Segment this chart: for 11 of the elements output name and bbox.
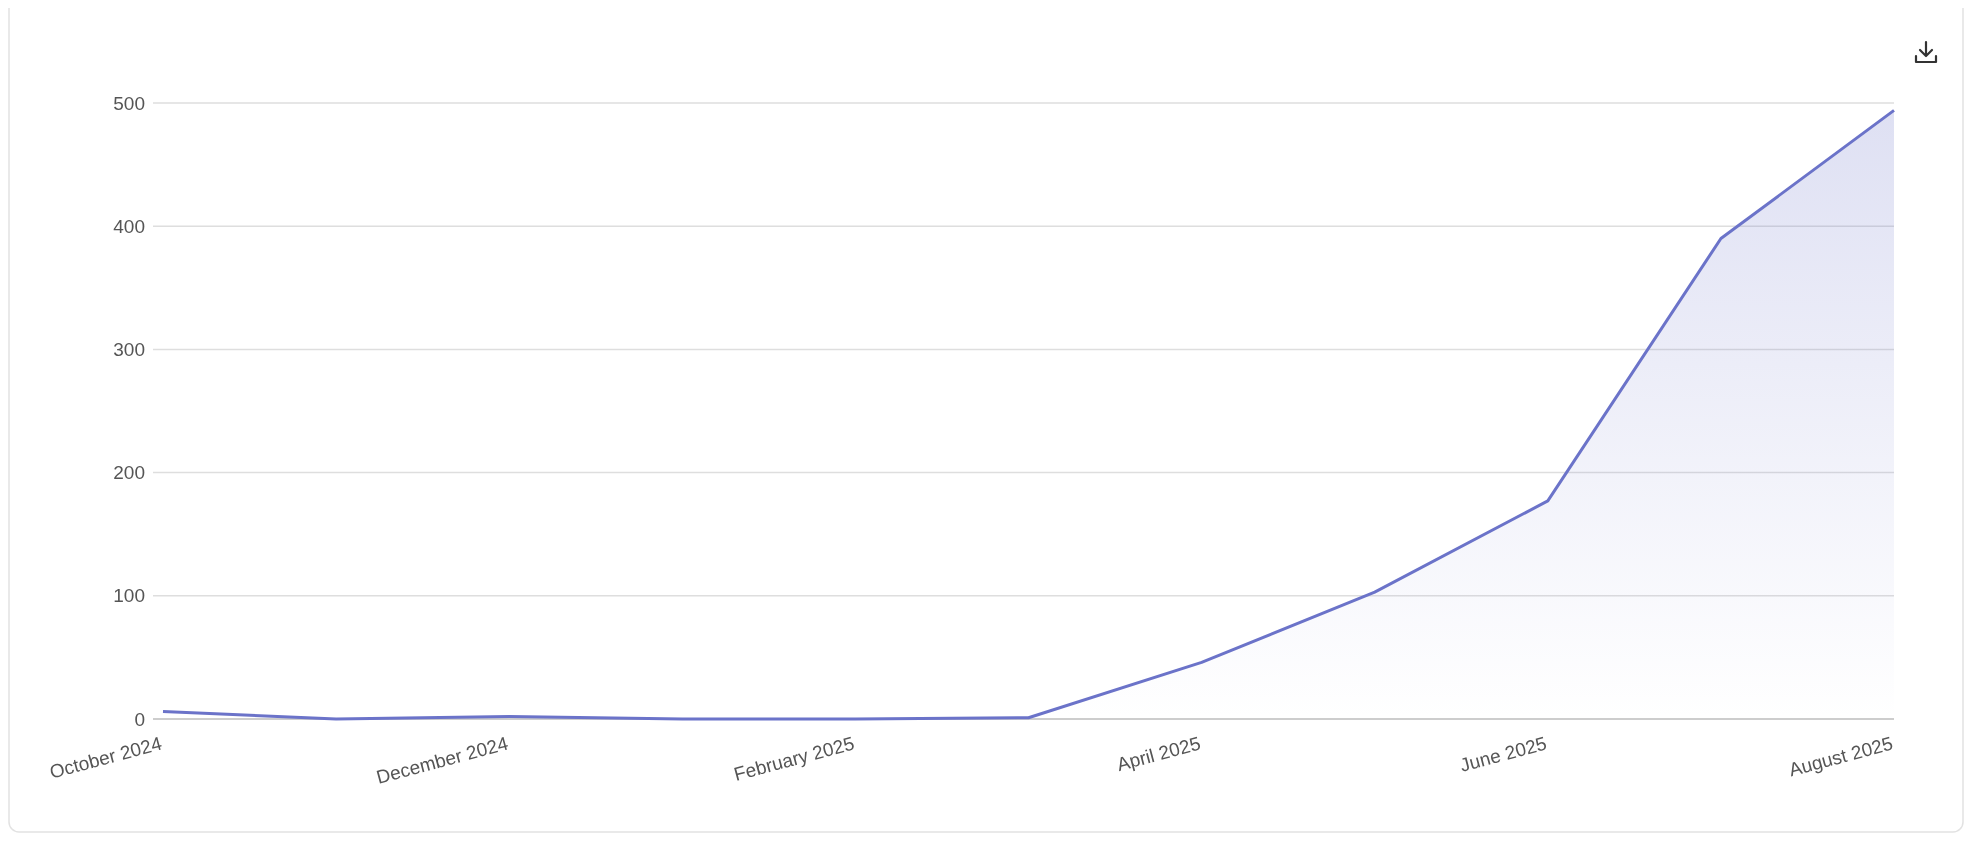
y-tick-label: 400 xyxy=(113,215,145,237)
x-tick-label: April 2025 xyxy=(1114,732,1203,776)
x-tick-label: June 2025 xyxy=(1457,732,1549,776)
x-tick-label: October 2024 xyxy=(47,732,165,783)
y-tick-label: 500 xyxy=(113,92,145,114)
y-tick-label: 100 xyxy=(113,585,145,607)
y-tick-label: 200 xyxy=(113,462,145,484)
x-tick-label: August 2025 xyxy=(1786,732,1896,781)
x-tick-label: February 2025 xyxy=(731,732,857,785)
y-tick-label: 300 xyxy=(113,339,145,361)
y-tick-label: 0 xyxy=(134,708,145,730)
